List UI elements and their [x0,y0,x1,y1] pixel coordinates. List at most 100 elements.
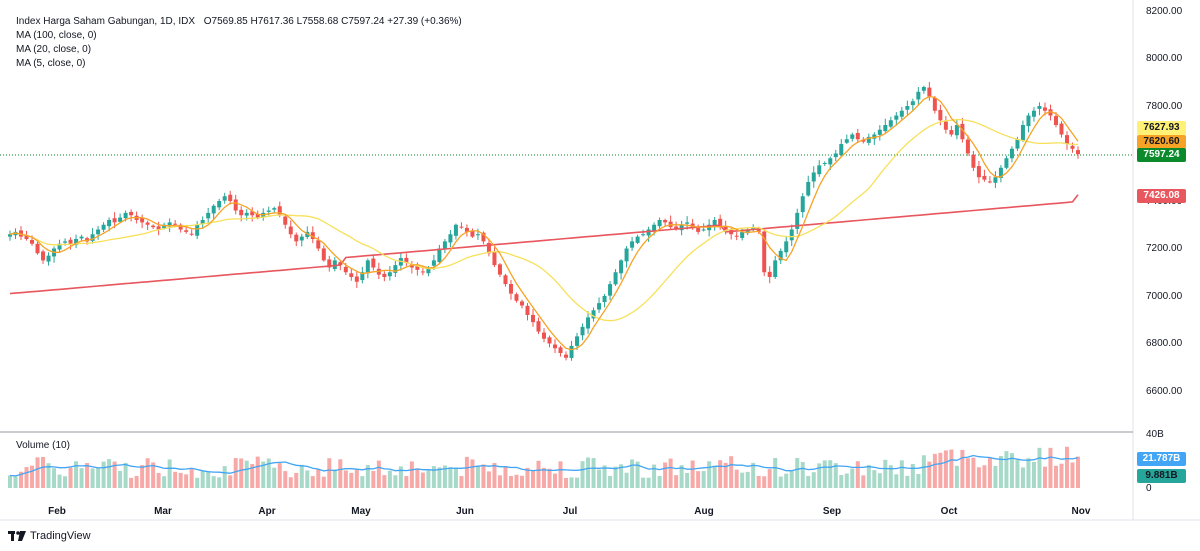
candle-body [740,231,745,238]
candle-body [24,235,29,239]
volume-bar [140,465,145,488]
candle-body [140,218,145,223]
candle-body [162,224,167,229]
candle-body [426,267,431,274]
candle-body [272,208,277,210]
candle-body [492,251,497,266]
tradingview-brand[interactable]: TradingView [8,530,91,542]
candle-body [624,248,629,262]
candle-body [343,266,348,273]
candle-body [96,229,101,235]
volume-bar [723,462,728,488]
ma5-price-tag: 7627.93 [1137,121,1186,135]
volume-ma-line [9,454,1079,477]
volume-bar [261,461,266,488]
volume-bar [663,462,668,488]
volume-bar [718,460,723,488]
candle-body [927,87,932,97]
candle-body [580,326,585,336]
volume-bar [310,476,315,488]
candle-body [519,301,524,306]
candle-body [382,273,387,277]
candle-body [107,220,112,227]
volume-bar [503,467,508,488]
volume-bar [448,467,453,488]
candle-body [734,235,739,237]
candle-body [189,233,194,235]
candle-body [79,236,84,239]
candle-body [46,255,51,262]
volume-bar [1076,456,1080,488]
volume-bar [542,467,546,488]
legend-ma100[interactable]: MA (100, close, 0) [16,30,97,41]
candle-body [288,226,293,235]
candle-body [112,218,117,223]
legend-ma5[interactable]: MA (5, close, 0) [16,58,86,69]
volume-bar [674,475,679,488]
volume-bar [173,471,178,488]
candle-body [806,182,811,196]
candle-body [976,166,981,178]
volume-bar [19,471,24,488]
legend-ma20[interactable]: MA (20, close, 0) [16,44,92,55]
volume-bar [90,468,95,488]
candle-body [899,110,904,117]
volume-bar [426,470,431,488]
candle-body [173,223,178,225]
volume-bar [646,477,651,488]
volume-bar [481,464,486,488]
volume-bar [949,449,954,488]
volume-bar [960,449,965,488]
candle-body [800,196,805,213]
candle-body [239,209,244,216]
volume-bar [200,470,205,488]
volume-bar [872,470,877,488]
volume-bar [855,461,860,488]
candle-body [547,337,552,344]
volume-bar [624,472,629,488]
volume-bar [195,477,200,488]
candle-body [332,260,337,270]
candle-body [178,224,183,230]
candle-body [712,220,717,226]
candle-body [145,222,150,225]
volume-bar [151,462,156,488]
candle-body [822,163,827,164]
volume-bar [987,457,992,488]
candle-body [872,134,877,139]
volume-bars [8,446,1080,488]
legend-volume[interactable]: Volume (10) [16,440,70,451]
volume-bar [343,470,348,488]
volume-bar [327,458,332,488]
volume-bar [277,463,282,488]
candle-body [206,212,211,219]
candle-body [718,218,723,228]
candle-body [784,241,789,253]
ohlc-values: O7569.85 H7617.36 L7558.68 C7597.24 +27.… [203,16,462,27]
volume-bar [68,467,73,488]
x-tick: Sep [822,506,842,517]
volume-bar [1048,447,1053,488]
candle-body [767,271,772,277]
volume-bar [437,467,442,488]
volume-bar [404,476,409,488]
volume-bar [63,476,68,488]
volume-bar [288,477,293,488]
volume-bar [536,460,541,488]
volume-bar [817,463,822,488]
candle-body [586,317,591,329]
volume-bar [701,471,706,488]
legend-symbol[interactable]: Index Harga Saham Gabungan, 1D, IDX O756… [16,16,462,27]
volume-bar [1037,447,1042,488]
volume-bar [553,473,558,488]
volume-bar [13,476,18,488]
volume-bar [162,476,167,488]
candle-body [883,125,888,132]
candle-body [657,220,662,227]
candle-body [118,217,123,222]
volume-bar [96,468,101,488]
volume-bar [338,459,343,488]
candle-body [795,212,800,229]
volume-bar [420,472,425,488]
